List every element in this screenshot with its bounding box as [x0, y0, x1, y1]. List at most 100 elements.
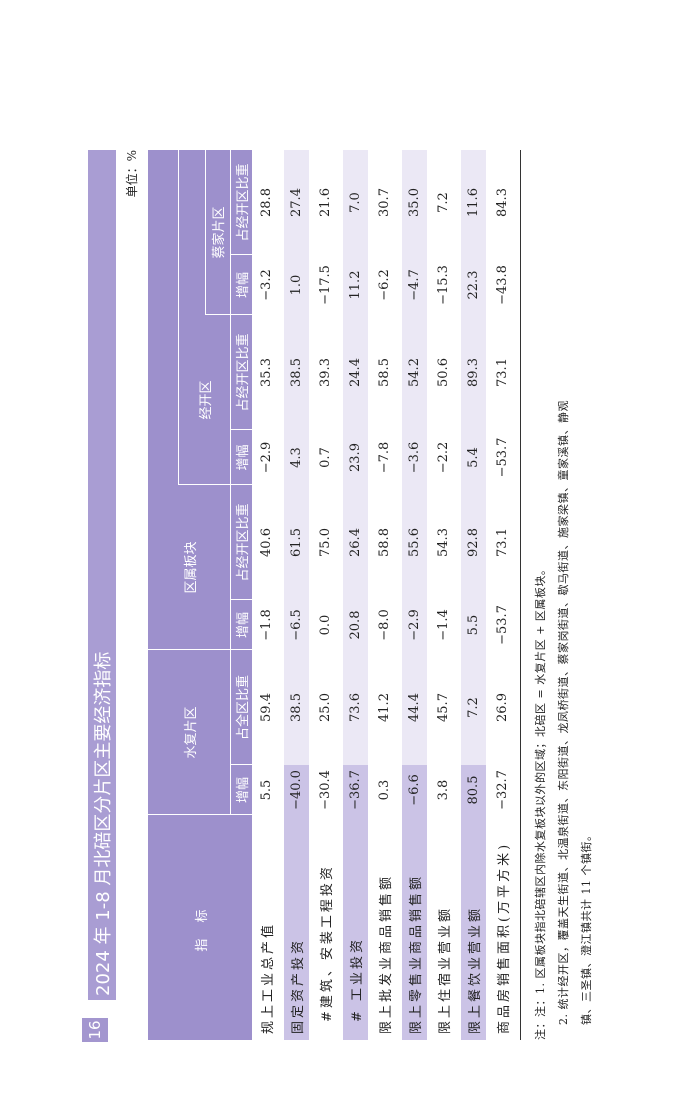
table-cell: 0.0 — [318, 614, 334, 636]
header-column: 增幅 — [235, 272, 251, 299]
table-cell: 44.4 — [406, 693, 422, 722]
note: 注：注：1. 区属板块指北碚辖区内除水复板块以外的区域；北碚区 = 水复片区 +… — [534, 563, 547, 1040]
table-cell: 5.4 — [465, 447, 481, 468]
table-cell: 89.3 — [465, 358, 481, 387]
table-cell: −2.9 — [406, 609, 422, 641]
header-column: 增幅 — [235, 444, 251, 471]
header-divider — [230, 150, 231, 815]
table-cell: 54.3 — [436, 528, 452, 557]
table-cell: 7.0 — [347, 192, 363, 213]
table-cell: −8.0 — [377, 609, 393, 641]
table-cell: 1.0 — [288, 274, 304, 296]
header-divider — [178, 150, 179, 485]
header-column: 增幅 — [235, 612, 251, 639]
table-cell: 38.5 — [288, 358, 304, 387]
table-cell: 26.9 — [495, 693, 511, 722]
table-cell: 30.7 — [377, 188, 393, 217]
table-cell: 55.6 — [406, 528, 422, 557]
table-cell: −17.5 — [318, 265, 334, 305]
table-cell: 5.5 — [465, 614, 481, 636]
header-column: 增幅 — [235, 777, 251, 804]
table-bottom-rule — [519, 150, 521, 1040]
table-cell: −3.6 — [406, 441, 422, 474]
table-cell: 11.6 — [465, 188, 481, 217]
page-number: 16 — [82, 1018, 108, 1042]
header-column: 占经开区比重 — [235, 163, 251, 242]
table-cell: 21.6 — [318, 188, 334, 217]
table-cell: 84.3 — [495, 188, 511, 217]
table-cell: 73.1 — [495, 528, 511, 557]
table-cell: 92.8 — [465, 528, 481, 557]
header-group: 经开区 — [198, 380, 214, 420]
row-label: 固定资产投资 — [290, 937, 306, 1034]
header-group: 蔡家片区 — [212, 206, 227, 259]
header-column: 占经开区比重 — [235, 503, 251, 582]
table-cell: 80.5 — [465, 775, 481, 805]
table-cell: −1.4 — [436, 609, 452, 641]
table-cell: −15.3 — [436, 265, 452, 305]
row-label: #建筑、安装工程投资 — [320, 864, 336, 1022]
header-divider — [205, 314, 252, 315]
header-group: 区属板块 — [183, 541, 199, 594]
table-cell: 75.0 — [318, 528, 334, 557]
row-label: # 工业投资 — [349, 936, 365, 1022]
header-divider — [230, 254, 252, 255]
table-cell: −40.0 — [288, 770, 304, 810]
table-cell: 24.4 — [347, 358, 363, 387]
table-cell: 50.6 — [436, 358, 452, 387]
table-cell: −6.6 — [406, 774, 422, 806]
table-cell: 35.0 — [406, 188, 422, 217]
title: 2024 年 1-8 月北碚区分片区主要经济指标 — [88, 150, 116, 1000]
table-cell: 40.6 — [259, 528, 275, 557]
table-cell: 58.5 — [377, 358, 393, 387]
header-column: 占全区比重 — [235, 675, 251, 741]
note: 镇、三圣镇、澄江镇共计 11 个镇街。 — [580, 829, 593, 1026]
table-cell: 45.7 — [436, 693, 452, 722]
row-label: 限上餐饮业营业额 — [467, 905, 483, 1034]
table-cell: 7.2 — [436, 192, 452, 213]
header-divider — [178, 484, 252, 485]
table-cell: 11.2 — [347, 270, 363, 300]
table-cell: 41.2 — [377, 693, 393, 722]
table-cell: 23.9 — [347, 443, 363, 472]
header-divider — [205, 150, 206, 315]
table-cell: −36.7 — [347, 770, 363, 810]
note: 2. 统计经开区，覆盖天生街道、北温泉街道、东阳街道、龙凤桥街道、蔡家岗街道、歇… — [557, 400, 570, 1025]
table-cell: 0.7 — [318, 447, 334, 468]
header-divider — [148, 814, 252, 815]
table-cell: −7.8 — [377, 441, 393, 474]
header-indicator: 指 标 — [194, 903, 210, 952]
header-divider — [230, 764, 252, 765]
row-label: 限上零售业商品销售额 — [408, 873, 424, 1034]
table-cell: 73.1 — [495, 358, 511, 387]
table-cell: −2.9 — [259, 441, 275, 474]
table-cell: −6.5 — [288, 609, 304, 641]
table-cell: 39.3 — [318, 358, 334, 387]
table-cell: 5.5 — [259, 779, 275, 801]
table-cell: 58.8 — [377, 528, 393, 557]
row-label: 商品房销售面积(万平方米) — [497, 841, 513, 1034]
table-cell: 20.8 — [347, 610, 363, 640]
table-cell: 3.8 — [436, 779, 452, 801]
table-cell: −53.7 — [495, 437, 511, 478]
table-cell: −4.7 — [406, 269, 422, 301]
table-cell: 73.6 — [347, 693, 363, 722]
table-cell: 27.4 — [288, 188, 304, 217]
unit: 单位：% — [124, 150, 139, 198]
table-cell: 28.8 — [259, 188, 275, 217]
table-cell: −3.2 — [259, 269, 275, 301]
table-cell: −43.8 — [495, 265, 511, 305]
table-cell: −6.2 — [377, 269, 393, 301]
row-label: 限上批发业商品销售额 — [379, 873, 395, 1034]
table-cell: 35.3 — [259, 358, 275, 387]
row-label: 限上住宿业营业额 — [438, 905, 454, 1034]
header-column: 占经开区比重 — [235, 333, 251, 412]
table-cell: −2.2 — [436, 441, 452, 474]
header-group: 水复片区 — [183, 706, 199, 759]
table-cell: 54.2 — [406, 358, 422, 387]
table-cell: 38.5 — [288, 693, 304, 722]
table-cell: 26.4 — [347, 528, 363, 557]
header-divider — [148, 649, 252, 650]
row-label: 规上工业总产值 — [261, 921, 277, 1034]
